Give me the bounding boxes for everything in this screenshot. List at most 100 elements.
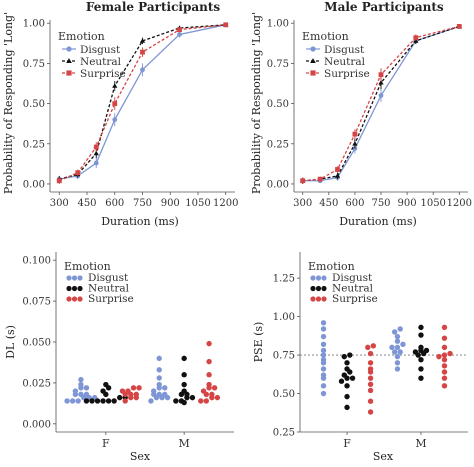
pse-dot-surprise (367, 360, 374, 366)
dl-y-tick-label: 0.000 (22, 419, 51, 430)
dl-legend-marker-disgust (66, 275, 72, 281)
dl-dot-surprise (214, 394, 221, 401)
male-point-surprise (300, 178, 306, 184)
male-legend-marker-neutral (310, 58, 316, 64)
pse-dot-disgust (394, 338, 401, 344)
pse-dot-disgust (400, 341, 406, 348)
pse-dot-disgust (320, 366, 327, 372)
plot-area-male: 0.00 0.25 0.50 0.75 1.00 300 450 600 750 900 1050 1… (267, 19, 472, 209)
pse-dot-neutral (421, 350, 427, 357)
dl-dot-surprise (209, 394, 215, 401)
dl-legend-label-surprise: Surprise (88, 293, 134, 305)
dl-dot-disgust (156, 367, 162, 373)
panel-female: Female Participants Probability of Respo… (2, 0, 238, 228)
female-x-tick-label: 900 (161, 198, 180, 209)
dl-legend-marker-neutral (66, 285, 72, 292)
y-axis-label-pse: PSE (s) (252, 322, 265, 363)
pse-dot-surprise (367, 375, 374, 381)
pse-dot-disgust (320, 375, 327, 381)
pse-dot-disgust (394, 366, 401, 372)
dl-x-tick-label: M (179, 437, 190, 450)
dl-y-tick-label: 0.075 (22, 297, 51, 308)
x-axis-label-female: Duration (ms) (101, 215, 179, 228)
plot-area-female: 0.00 0.25 0.50 0.75 1.00 300 450 600 750 900 1050 1… (23, 19, 239, 209)
dl-legend-title: Emotion (64, 260, 111, 273)
pse-dot-neutral (418, 375, 424, 381)
dl-dot-neutral (94, 398, 101, 404)
dl-legend-marker-surprise (66, 296, 72, 302)
dl-dot-disgust (78, 376, 84, 383)
plot-area-dl: 0.000 0.025 0.050 0.075 0.100 F M EmotionDisgus… (22, 252, 234, 450)
pse-dot-disgust (394, 360, 401, 366)
pse-dot-neutral (347, 369, 353, 375)
pse-legend-label-surprise: Surprise (332, 293, 378, 305)
pse-dot-disgust (394, 333, 401, 340)
pse-dot-disgust (320, 333, 327, 340)
dl-dot-surprise (122, 398, 128, 404)
pse-y-tick-label: 0.25 (273, 428, 295, 439)
female-point-disgust (177, 32, 182, 37)
pse-dot-disgust (320, 347, 327, 354)
pse-y-tick-label: 0.50 (273, 389, 295, 400)
pse-dot-disgust (394, 353, 401, 360)
y-axis-label-female: Probability of Responding 'Long' (2, 12, 15, 194)
pse-dot-disgust (394, 344, 401, 351)
pse-dot-surprise (447, 350, 453, 357)
pse-dot-neutral (344, 360, 350, 366)
dl-dot-surprise (206, 372, 212, 378)
pse-dot-disgust (320, 352, 327, 358)
dl-dot-surprise (136, 385, 142, 391)
dl-legend-marker-surprise (71, 296, 78, 302)
dl-legend-label-disgust: Disgust (88, 272, 129, 284)
female-y-tick-label: 0.50 (23, 99, 45, 110)
pse-dot-surprise (436, 353, 442, 360)
pse-dot-disgust (320, 383, 327, 389)
female-y-tick-label: 1.00 (23, 19, 45, 30)
female-point-surprise (223, 22, 229, 28)
female-point-surprise (112, 101, 118, 106)
female-point-surprise (177, 27, 182, 33)
pse-x-tick-label: F (343, 437, 351, 450)
dl-dot-disgust (72, 391, 79, 398)
dl-dot-neutral (189, 394, 196, 401)
female-legend-title: Emotion (58, 30, 105, 43)
dl-dot-disgust (159, 394, 165, 401)
dl-dot-surprise (198, 398, 204, 404)
pse-dot-surprise (367, 398, 374, 404)
female-x-tick-label: 1050 (185, 198, 210, 209)
female-y-tick-label: 0.25 (23, 139, 45, 150)
pse-dot-neutral (418, 366, 424, 372)
dl-dot-surprise (206, 358, 212, 365)
pse-dot-neutral (344, 404, 350, 411)
female-point-neutral (93, 150, 99, 156)
male-point-neutral (352, 141, 358, 146)
male-point-neutral (334, 173, 341, 178)
male-y-tick-label: 0.00 (267, 179, 289, 190)
female-x-tick-label: 750 (133, 198, 152, 209)
pse-dot-disgust (397, 326, 403, 332)
dl-dot-neutral (181, 355, 187, 362)
y-axis-label-male: Probability of Responding 'Long' (250, 12, 263, 194)
pse-dot-surprise (441, 344, 448, 351)
dl-dot-neutral (116, 394, 123, 401)
pse-dot-neutral (418, 356, 424, 363)
female-x-tick-label: 450 (77, 198, 96, 209)
pse-dot-disgust (320, 360, 327, 366)
male-y-tick-label: 0.25 (267, 139, 289, 150)
dl-dot-neutral (83, 398, 90, 404)
pse-dot-neutral (418, 332, 424, 338)
pse-legend-marker-surprise (315, 296, 322, 302)
pse-dot-surprise (441, 375, 448, 381)
pse-dot-neutral (347, 352, 353, 358)
dl-dot-neutral (178, 391, 185, 398)
pse-dot-neutral (341, 353, 347, 360)
panel-pse: PSE (s) Sex 0.25 0.50 0.75 1.00 1.25 F M Emotio… (252, 252, 468, 463)
dl-dot-neutral (184, 394, 190, 401)
male-point-surprise (352, 131, 358, 137)
pse-dot-surprise (441, 383, 448, 389)
pse-dot-disgust (389, 344, 395, 351)
pse-dot-neutral (344, 375, 350, 381)
dl-dot-disgust (69, 398, 76, 404)
dl-y-tick-label: 0.100 (22, 256, 51, 267)
male-legend-label-surprise: Surprise (324, 68, 370, 80)
